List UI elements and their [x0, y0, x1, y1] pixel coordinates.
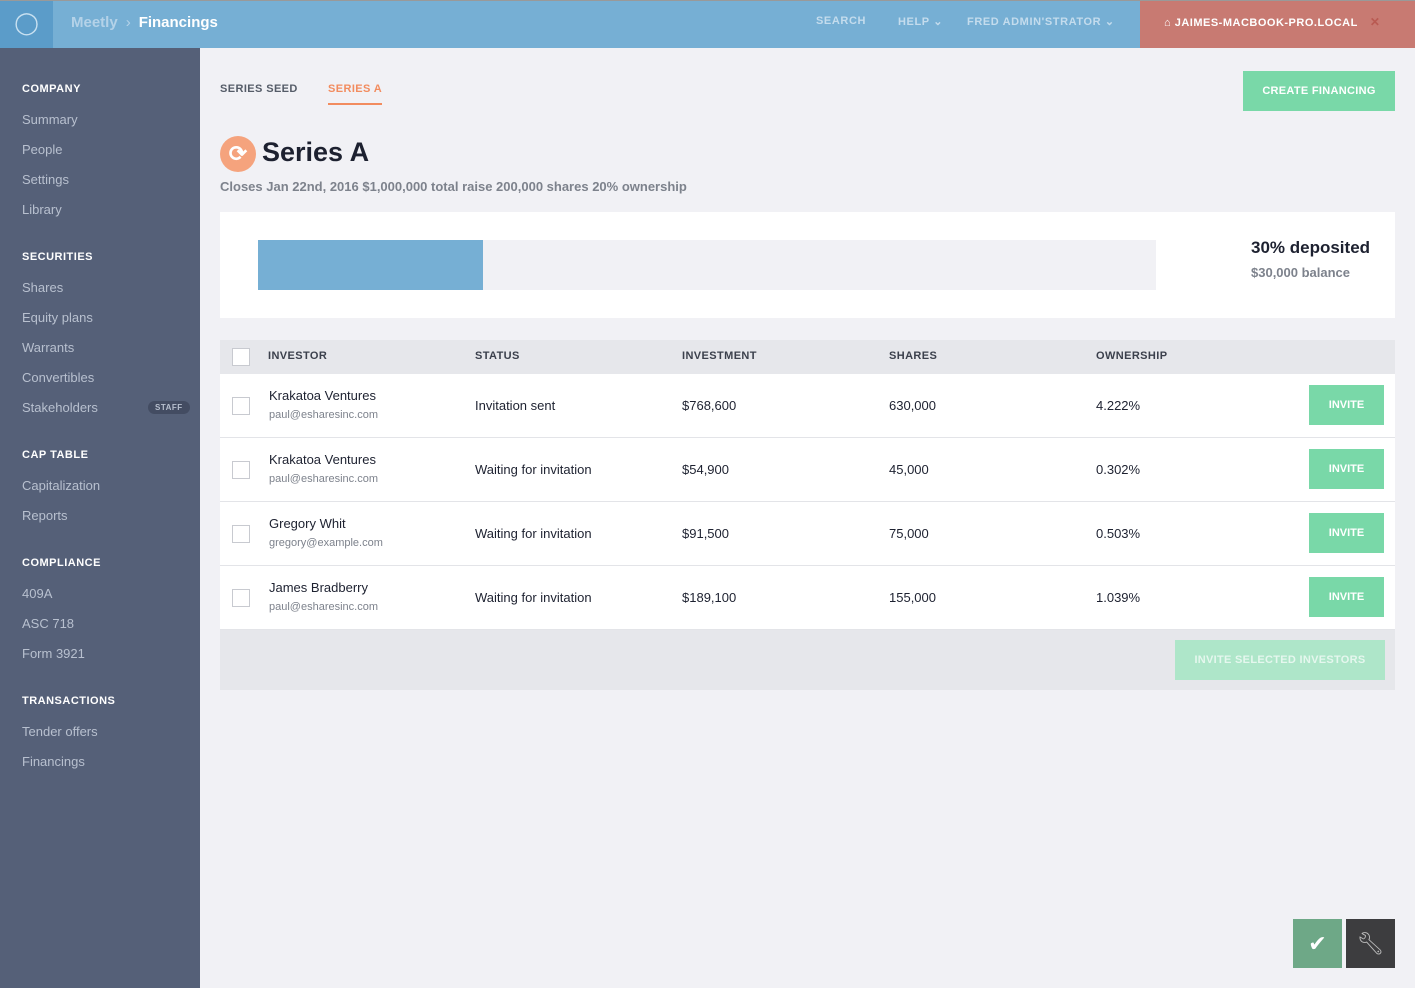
select-all-checkbox[interactable] — [232, 348, 250, 366]
chevron-right-icon: › — [125, 14, 131, 31]
sidebar-item[interactable]: Shares — [22, 280, 64, 295]
row-checkbox[interactable] — [232, 461, 250, 479]
sidebar-item[interactable]: Summary — [22, 112, 78, 127]
breadcrumb-current: Financings — [138, 14, 218, 31]
table-row: James Bradberry paul@esharesinc.com Wait… — [220, 566, 1395, 630]
user-label: FRED ADMIN'STRATOR — [967, 16, 1102, 28]
shares: 630,000 — [889, 398, 936, 413]
sidebar-item[interactable]: Equity plans — [22, 310, 93, 325]
investor-name: Krakatoa Ventures — [269, 452, 376, 467]
sidebar-item[interactable]: Convertibles — [22, 370, 95, 385]
user-menu[interactable]: FRED ADMIN'STRATOR ⌄ — [967, 15, 1115, 28]
status: Invitation sent — [475, 398, 556, 413]
search-link[interactable]: SEARCH — [816, 15, 867, 27]
chevron-down-icon: ⌄ — [933, 16, 944, 28]
home-icon: ⌂ — [1164, 17, 1172, 29]
sidebar-item[interactable]: Tender offers — [22, 724, 98, 739]
investor-name: Gregory Whit — [269, 516, 346, 531]
invite-button[interactable]: INVITE — [1309, 385, 1384, 425]
chevron-down-icon: ⌄ — [1104, 16, 1115, 28]
status: Waiting for invitation — [475, 462, 592, 477]
investor-email: gregory@example.com — [269, 537, 383, 549]
deposited-percent: 30% deposited — [1251, 238, 1371, 257]
invite-button[interactable]: INVITE — [1309, 513, 1384, 553]
investment: $91,500 — [682, 526, 729, 541]
host-label: JAIMES-MACBOOK-PRO.LOCAL — [1174, 17, 1358, 29]
sidebar-item[interactable]: Form 3921 — [22, 646, 85, 661]
sidebar: COMPANY Summary People Settings Library SECUR… — [0, 48, 200, 988]
sidebar-section-title: COMPANY — [22, 83, 81, 95]
staff-badge: STAFF — [148, 401, 190, 414]
ownership: 4.222% — [1096, 398, 1141, 413]
sidebar-section-title: CAP TABLE — [22, 449, 89, 461]
sidebar-item[interactable]: Reports — [22, 508, 68, 523]
create-financing-button[interactable]: CREATE FINANCING — [1243, 71, 1395, 111]
tab-series-seed[interactable]: SERIES SEED — [220, 83, 298, 95]
breadcrumb-root[interactable]: Meetly — [71, 14, 118, 31]
investor-email: paul@esharesinc.com — [269, 409, 378, 421]
page-title: Series A — [262, 137, 370, 167]
sidebar-section-title: TRANSACTIONS — [22, 695, 116, 707]
investment: $189,100 — [682, 590, 737, 605]
col-investor: INVESTOR — [268, 350, 328, 362]
ownership: 1.039% — [1096, 590, 1141, 605]
investor-email: paul@esharesinc.com — [269, 601, 378, 613]
col-status: STATUS — [475, 350, 520, 362]
sidebar-section-title: SECURITIES — [22, 251, 94, 263]
sidebar-item[interactable]: ASC 718 — [22, 616, 75, 631]
breadcrumb: Meetly › Financings — [71, 14, 218, 31]
tab-series-a[interactable]: SERIES A — [328, 83, 383, 105]
help-label: HELP — [898, 16, 930, 28]
refresh-icon: ⟳ — [220, 136, 256, 172]
row-checkbox[interactable] — [232, 525, 250, 543]
sidebar-item[interactable]: People — [22, 142, 63, 157]
row-checkbox[interactable] — [232, 397, 250, 415]
deposit-progress-bar — [258, 240, 1156, 290]
investor-email: paul@esharesinc.com — [269, 473, 378, 485]
table-row: Krakatoa Ventures paul@esharesinc.com In… — [220, 374, 1395, 438]
invite-selected-button[interactable]: INVITE SELECTED INVESTORS — [1175, 640, 1385, 680]
sidebar-item[interactable]: 409A — [22, 586, 53, 601]
sidebar-item[interactable]: Settings — [22, 172, 69, 187]
shares: 155,000 — [889, 590, 936, 605]
table-row: Krakatoa Ventures paul@esharesinc.com Wa… — [220, 438, 1395, 502]
investor-name: Krakatoa Ventures — [269, 388, 376, 403]
status: Waiting for invitation — [475, 526, 592, 541]
investment: $768,600 — [682, 398, 737, 413]
sidebar-item[interactable]: Warrants — [22, 340, 75, 355]
invite-button[interactable]: INVITE — [1309, 449, 1384, 489]
investment: $54,900 — [682, 462, 729, 477]
close-icon[interactable]: ✕ — [1369, 15, 1381, 29]
col-ownership: OWNERSHIP — [1096, 350, 1168, 362]
sidebar-item[interactable]: Financings — [22, 754, 85, 769]
deposit-card: 30% deposited $30,000 balance — [220, 212, 1395, 318]
table-footer: INVITE SELECTED INVESTORS — [220, 630, 1395, 690]
check-icon[interactable]: ✔ — [1293, 919, 1342, 968]
help-menu[interactable]: HELP ⌄ — [898, 15, 943, 28]
col-shares: SHARES — [889, 350, 938, 362]
shares: 75,000 — [889, 526, 929, 541]
deposit-progress-fill — [258, 240, 483, 290]
table-row: Gregory Whit gregory@example.com Waiting… — [220, 502, 1395, 566]
invite-button[interactable]: INVITE — [1309, 577, 1384, 617]
balance: $30,000 balance — [1251, 265, 1351, 280]
status: Waiting for invitation — [475, 590, 592, 605]
sidebar-item[interactable]: Library — [22, 202, 62, 217]
investors-table: INVESTOR STATUS INVESTMENT SHARES OWNERS… — [220, 340, 1395, 690]
sidebar-item[interactable]: Capitalization — [22, 478, 101, 493]
col-investment: INVESTMENT — [682, 350, 757, 362]
sidebar-section-title: COMPLIANCE — [22, 557, 101, 569]
ownership: 0.302% — [1096, 462, 1141, 477]
ownership: 0.503% — [1096, 526, 1141, 541]
financing-summary: Closes Jan 22nd, 2016 $1,000,000 total r… — [220, 179, 687, 194]
host-banner: ⌂ JAIMES-MACBOOK-PRO.LOCAL ✕ — [1140, 1, 1415, 48]
shares: 45,000 — [889, 462, 929, 477]
row-checkbox[interactable] — [232, 589, 250, 607]
sidebar-item[interactable]: Stakeholders — [22, 400, 98, 415]
investor-name: James Bradberry — [269, 580, 368, 595]
logo-icon[interactable]: ◯ — [0, 1, 53, 48]
table-header: INVESTOR STATUS INVESTMENT SHARES OWNERS… — [220, 340, 1395, 374]
wrench-icon[interactable]: 🔧︎ — [1346, 919, 1395, 968]
top-bar: ◯ Meetly › Financings SEARCH HELP ⌄ FRED A… — [0, 0, 1415, 48]
